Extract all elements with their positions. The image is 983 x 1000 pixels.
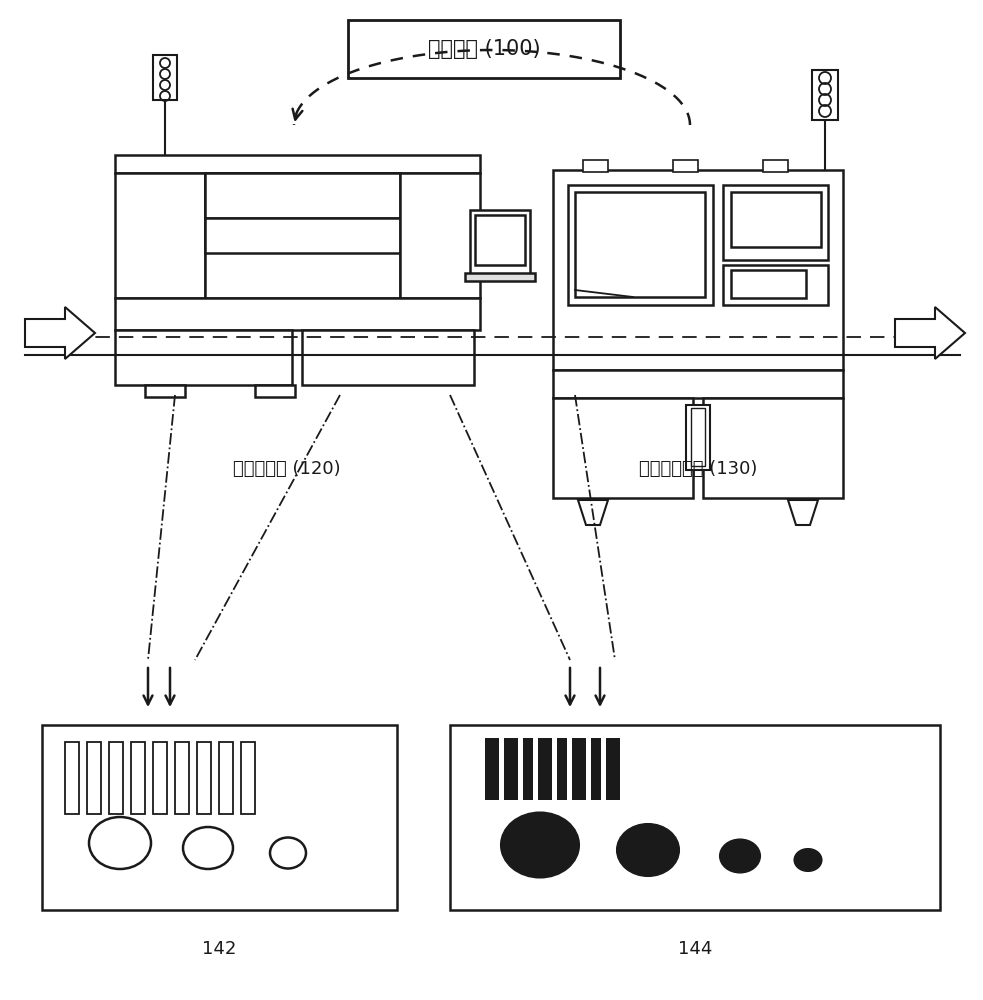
Bar [131,742,145,814]
Bar [87,742,101,814]
Bar [475,215,525,265]
Bar [302,330,474,385]
Bar [504,738,518,800]
Bar [241,742,255,814]
Bar [575,192,705,297]
Bar [523,738,533,800]
Bar [673,160,698,172]
Bar [153,742,167,814]
Text: 142: 142 [202,940,237,958]
Bar [731,270,806,298]
Polygon shape [25,307,95,359]
Bar [470,210,530,275]
Bar [538,738,552,800]
Bar [145,385,185,397]
Bar [115,155,480,173]
Bar [109,742,123,814]
Bar [572,738,586,800]
Ellipse shape [501,812,579,878]
Bar [553,370,843,398]
Bar [115,173,205,298]
Bar [197,742,211,814]
Bar [205,218,400,253]
Bar [450,725,940,910]
Bar [691,408,705,466]
Bar [115,298,480,330]
Text: 电子装置 (100): 电子装置 (100) [428,39,541,59]
Ellipse shape [89,817,151,869]
Bar [348,20,620,78]
Bar [219,742,233,814]
Bar [115,330,292,385]
Bar [175,742,189,814]
Ellipse shape [617,824,679,876]
Bar [153,55,177,100]
Polygon shape [788,500,818,525]
Polygon shape [578,500,608,525]
Bar [553,170,843,370]
Text: 丝网印刷机 (120): 丝网印刷机 (120) [233,460,341,478]
Polygon shape [895,307,965,359]
Bar [465,273,535,281]
Bar [723,265,828,305]
Bar [42,725,397,910]
Ellipse shape [270,838,306,868]
Bar [400,173,480,298]
Bar [255,385,295,397]
Text: 144: 144 [678,940,713,958]
Bar [723,185,828,260]
Text: 焊料检查装置 (130): 焊料检查装置 (130) [639,460,757,478]
Bar [568,185,713,305]
Bar [812,70,838,120]
Bar [65,742,79,814]
Bar [485,738,499,800]
Bar [553,398,693,498]
Bar [205,173,400,218]
Bar [557,738,567,800]
Bar [591,738,601,800]
Ellipse shape [183,827,233,869]
Bar [606,738,620,800]
Bar [686,405,710,470]
Bar [583,160,608,172]
Ellipse shape [720,840,760,872]
Bar [731,192,821,247]
Bar [703,398,843,498]
Bar [205,173,400,298]
Ellipse shape [794,849,822,871]
Bar [763,160,788,172]
